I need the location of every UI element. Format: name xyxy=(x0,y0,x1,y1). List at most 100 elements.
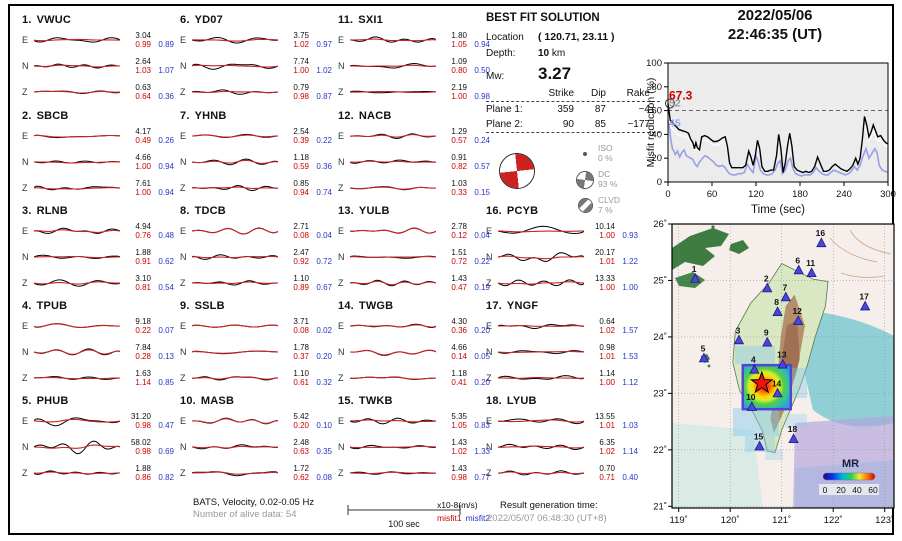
y-tick-label: 60 xyxy=(651,106,662,117)
china-coast-island xyxy=(729,240,749,254)
peak-amplitude: 58.02 xyxy=(130,438,151,447)
y-tick-label: 0 xyxy=(657,177,662,188)
waveform-row: N 1.09 0.80 0.50 xyxy=(338,53,492,79)
waveform-trace xyxy=(350,186,436,191)
start-marker xyxy=(665,98,675,109)
waveform-trace xyxy=(34,37,120,43)
colorbar-title: MR xyxy=(842,458,859,470)
result-time: 2022/05/07 06:48:30 (UT+8) xyxy=(487,513,607,524)
channel-label: Z xyxy=(22,373,28,383)
station-block: 12. NACB E 1.29 0.57 0.24 N 0.91 0.82 0.57 Z 1.03 0.… xyxy=(338,110,492,201)
map-border xyxy=(671,223,895,509)
waveform-trace xyxy=(350,349,436,356)
amplitude-misfit-values: 1.43 0.47 0.19 xyxy=(437,274,490,292)
channel-label: N xyxy=(180,61,187,71)
waveform-row: E 9.18 0.22 0.07 xyxy=(22,313,176,339)
station-block: 7. YHNB E 2.54 0.39 0.22 N 1.18 0.59 0.36 Z 0.85 0.9… xyxy=(180,110,334,201)
waveform-trace xyxy=(350,159,436,164)
misfit1-value: 0.47 xyxy=(451,283,467,292)
station-block: 3. RLNB E 4.94 0.76 0.48 N 1.88 0.91 0.62 Z 3.10 0.8… xyxy=(22,205,176,296)
waveform-trace xyxy=(34,227,120,234)
misfit2-value: 0.36 xyxy=(158,92,174,101)
amplitude-misfit-values: 1.14 1.00 1.12 xyxy=(585,369,638,387)
y-tick-label: 40 xyxy=(651,129,662,140)
islet xyxy=(711,225,715,229)
misfit1-value: 0.94 xyxy=(293,188,309,197)
station-number-9: 9 xyxy=(764,328,769,338)
misfit1-value: 1.02 xyxy=(293,40,309,49)
misfit1-value: 0.80 xyxy=(451,66,467,75)
y-tick-label: 100 xyxy=(646,58,662,69)
station-title: 16. PCYB xyxy=(486,205,539,217)
waveform-trace xyxy=(34,254,120,259)
annotation-52: 52 xyxy=(669,97,681,109)
channel-label: Z xyxy=(338,373,344,383)
peak-amplitude: 4.66 xyxy=(451,343,467,352)
station-number-6: 6 xyxy=(795,255,800,265)
channel-label: E xyxy=(180,226,187,236)
channel-label: Z xyxy=(22,468,28,478)
station-title: 18. LYUB xyxy=(486,395,537,407)
channel-label: E xyxy=(486,226,493,236)
amplitude-misfit-values: 3.75 1.02 0.97 xyxy=(279,31,332,49)
amplitude-misfit-values: 9.18 0.22 0.07 xyxy=(121,317,174,335)
amplitude-misfit-values: 1.10 0.61 0.32 xyxy=(279,369,332,387)
peak-amplitude: 1.88 xyxy=(135,464,151,473)
waveform-row: Z 3.10 0.81 0.54 xyxy=(22,270,176,296)
misfit1-value: 0.41 xyxy=(451,378,467,387)
waveform-row: E 1.80 1.05 0.94 xyxy=(338,27,492,53)
waveform-row: E 4.17 0.49 0.26 xyxy=(22,123,176,149)
peak-amplitude: 3.71 xyxy=(293,317,309,326)
colorbar-tick-label: 20 xyxy=(836,485,846,495)
waveform-trace xyxy=(34,63,120,69)
peak-amplitude: 2.71 xyxy=(293,222,309,231)
amplitude-misfit-values: 6.35 1.02 1.14 xyxy=(585,438,638,456)
waveform-row: E 4.94 0.76 0.48 xyxy=(22,218,176,244)
peak-amplitude: 1.18 xyxy=(451,369,467,378)
amplitude-misfit-values: 2.19 1.00 0.98 xyxy=(437,83,490,101)
misfit1-value: 0.62 xyxy=(293,473,309,482)
peak-amplitude: 0.79 xyxy=(293,83,309,92)
waveform-row: E 13.55 1.01 1.03 xyxy=(486,408,640,434)
plane2-row: Plane 2: 90 85 −177 xyxy=(486,117,660,133)
misfit2-value: 0.24 xyxy=(474,136,490,145)
misfit1-value: 0.28 xyxy=(135,352,151,361)
shakemap-fringe xyxy=(733,346,807,460)
channel-label: N xyxy=(338,61,345,71)
channel-label: N xyxy=(180,252,187,262)
amplitude-misfit-values: 1.29 0.57 0.24 xyxy=(437,127,490,145)
misfit1-value: 0.89 xyxy=(293,283,309,292)
misfit2-value: 0.83 xyxy=(474,421,490,430)
amplitude-misfit-values: 1.18 0.59 0.36 xyxy=(279,153,332,171)
misfit1-value: 1.02 xyxy=(451,447,467,456)
station-number-18: 18 xyxy=(788,424,798,434)
amplitude-misfit-values: 1.09 0.80 0.50 xyxy=(437,57,490,75)
station-triangle-14 xyxy=(772,387,783,398)
waveform-row: N 20.17 1.01 1.22 xyxy=(486,244,640,270)
waveform-row: E 0.64 1.02 1.57 xyxy=(486,313,640,339)
waveform-trace xyxy=(34,134,120,139)
station-block: 4. TPUB E 9.18 0.22 0.07 N 7.84 0.28 0.13 Z 1.63 1.1… xyxy=(22,300,176,391)
misfit1-value: 0.59 xyxy=(293,162,309,171)
waveform-row: N 1.43 1.02 1.33 xyxy=(338,434,492,460)
misfit1-value: 1.02 xyxy=(599,326,615,335)
shelf-channels xyxy=(829,229,892,278)
channel-label: N xyxy=(22,347,29,357)
waveform-trace xyxy=(350,36,436,43)
amplitude-misfit-values: 5.35 1.05 0.83 xyxy=(437,412,490,430)
channel-label: Z xyxy=(180,87,186,97)
misfit1-value: 0.82 xyxy=(451,162,467,171)
station-block: 2. SBCB E 4.17 0.49 0.26 N 4.66 1.00 0.94 Z 7.61 1.0… xyxy=(22,110,176,201)
station-number-4: 4 xyxy=(751,355,756,365)
misfit1-value: 0.36 xyxy=(451,326,467,335)
misfit2-value: 0.35 xyxy=(316,447,332,456)
misfit1-value: 0.81 xyxy=(135,283,151,292)
waveform-row: E 2.71 0.08 0.04 xyxy=(180,218,334,244)
lat-tick-label: 26˚ xyxy=(653,219,667,230)
station-number-3: 3 xyxy=(736,325,741,335)
lat-tick-label: 24˚ xyxy=(653,332,667,343)
amplitude-misfit-values: 4.66 1.00 0.94 xyxy=(121,153,174,171)
misfit2-value: 0.04 xyxy=(474,231,490,240)
channel-label: E xyxy=(338,416,345,426)
station-title: 2. SBCB xyxy=(22,110,69,122)
